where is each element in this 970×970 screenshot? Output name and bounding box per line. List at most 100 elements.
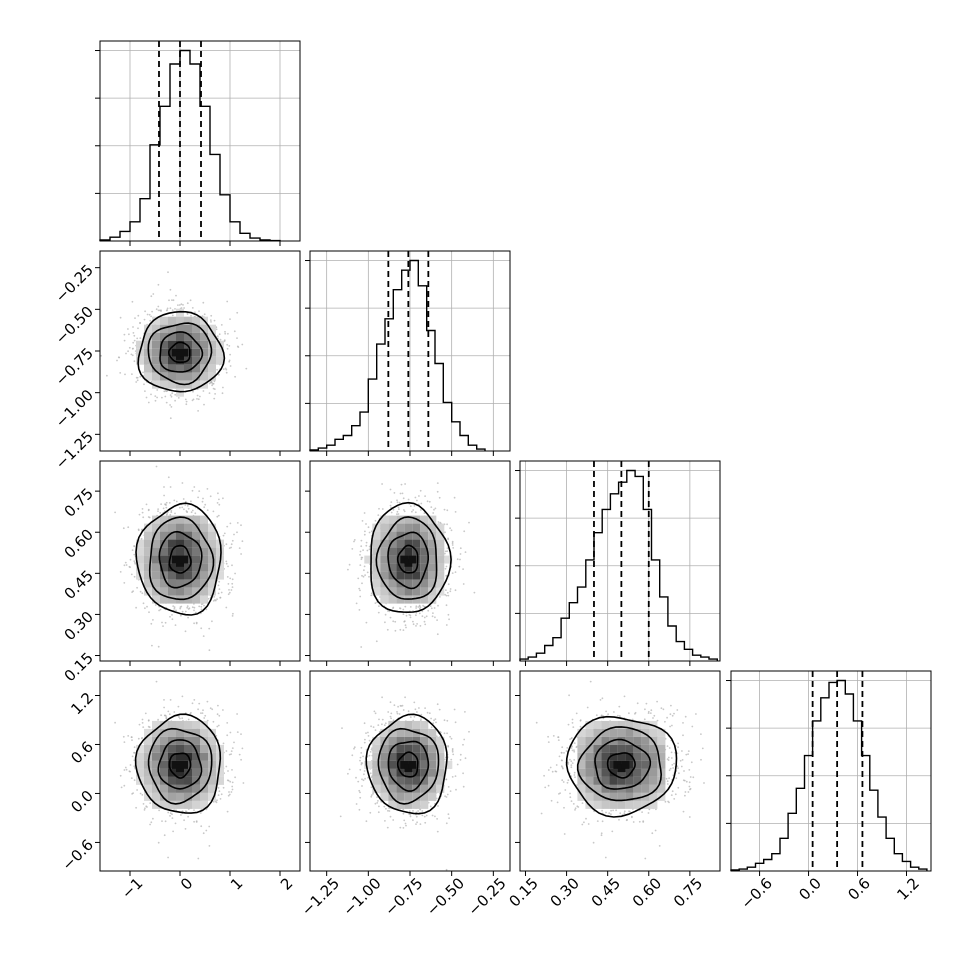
scatter-point [133, 560, 136, 562]
density-cell [625, 744, 634, 753]
density-cell [412, 792, 421, 801]
density-cell [192, 579, 200, 588]
scatter-point [631, 816, 633, 819]
scatter-point [683, 770, 685, 772]
scatter-point [420, 718, 422, 720]
scatter-point [231, 769, 233, 771]
scatter-point [196, 398, 198, 400]
scatter-point [436, 482, 439, 484]
scatter-point [608, 812, 611, 815]
density-cell [633, 720, 642, 729]
scatter-point [238, 547, 241, 549]
scatter-point [141, 737, 144, 739]
scatter-point [216, 502, 219, 504]
scatter-point [619, 812, 622, 815]
scatter-point [574, 807, 577, 810]
scatter-point [122, 735, 125, 738]
density-cell [160, 555, 168, 564]
density-cell [184, 372, 192, 381]
scatter-point [187, 507, 190, 510]
scatter-point [191, 307, 194, 309]
scatter-point [216, 515, 219, 518]
density-cell [160, 720, 168, 729]
scatter-point [169, 394, 172, 396]
scatter-point [680, 765, 683, 768]
scatter-point [164, 395, 167, 398]
histogram-step [730, 679, 928, 871]
scatter-point [393, 492, 396, 494]
scatter-point [193, 486, 196, 488]
scatter-point [227, 794, 230, 797]
scatter-point [359, 550, 362, 553]
scatter-point [134, 317, 136, 319]
scatter-point [231, 785, 234, 788]
density-cell [412, 523, 421, 532]
scatter-point [186, 505, 189, 507]
x-tick-label: −0.6 [737, 874, 775, 912]
scatter-point [161, 396, 163, 399]
scatter-point [132, 326, 134, 328]
scatter-point [666, 783, 669, 785]
scatter-point [139, 322, 141, 325]
density-cell [144, 555, 152, 564]
scatter-point [386, 628, 389, 631]
scatter-point [166, 307, 169, 310]
scatter-point [450, 529, 453, 532]
density-cell [617, 728, 626, 737]
density-cell [176, 800, 184, 809]
scatter-point [219, 798, 222, 800]
density-cell [436, 784, 445, 793]
density-cell [144, 784, 152, 793]
density-cell [152, 720, 160, 729]
density-peak-cell [408, 760, 417, 769]
density-cell [388, 579, 397, 588]
scatter-point [363, 770, 366, 772]
scatter-point [147, 725, 150, 728]
scatter-point [601, 809, 603, 812]
scatter-point [222, 786, 225, 789]
scatter-point [131, 755, 134, 758]
scatter-point [365, 820, 368, 823]
density-cell [176, 539, 184, 548]
scatter-point [173, 607, 176, 610]
scatter-point [143, 809, 146, 811]
scatter-point [150, 393, 152, 396]
scatter-point [459, 547, 462, 550]
density-cell [593, 752, 602, 761]
scatter-point [654, 829, 657, 832]
density-cell [396, 776, 405, 785]
density-cell [184, 800, 192, 809]
scatter-point [459, 759, 462, 761]
density-cell [585, 752, 594, 761]
density-cell [601, 792, 610, 801]
scatter-point [208, 845, 211, 847]
density-cell [625, 784, 634, 793]
y-tick-label: −0.75 [52, 344, 97, 389]
density-cell [168, 776, 176, 785]
density-cell [428, 776, 437, 785]
density-cell [633, 744, 642, 753]
density-cell [152, 340, 160, 349]
density-cell [216, 348, 224, 357]
scatter-point [449, 735, 451, 738]
density-cell [625, 776, 634, 785]
density-cell [168, 372, 176, 381]
scatter-point [459, 553, 462, 555]
scatter-point [225, 750, 228, 752]
density-cell [436, 539, 445, 548]
scatter-point [200, 627, 203, 630]
scatter-point [571, 722, 574, 724]
scatter-point [186, 312, 189, 315]
scatter-point [225, 560, 228, 563]
scatter-point [364, 530, 366, 533]
scatter-point [370, 786, 373, 789]
joint-content [100, 271, 248, 420]
joint-content [535, 680, 705, 860]
density-cell [420, 595, 429, 604]
density-cell [192, 760, 200, 769]
scatter-point [225, 371, 228, 374]
scatter-point [368, 531, 371, 534]
density-cell [388, 563, 397, 572]
density-cell [625, 736, 634, 745]
density-cell [184, 595, 192, 604]
